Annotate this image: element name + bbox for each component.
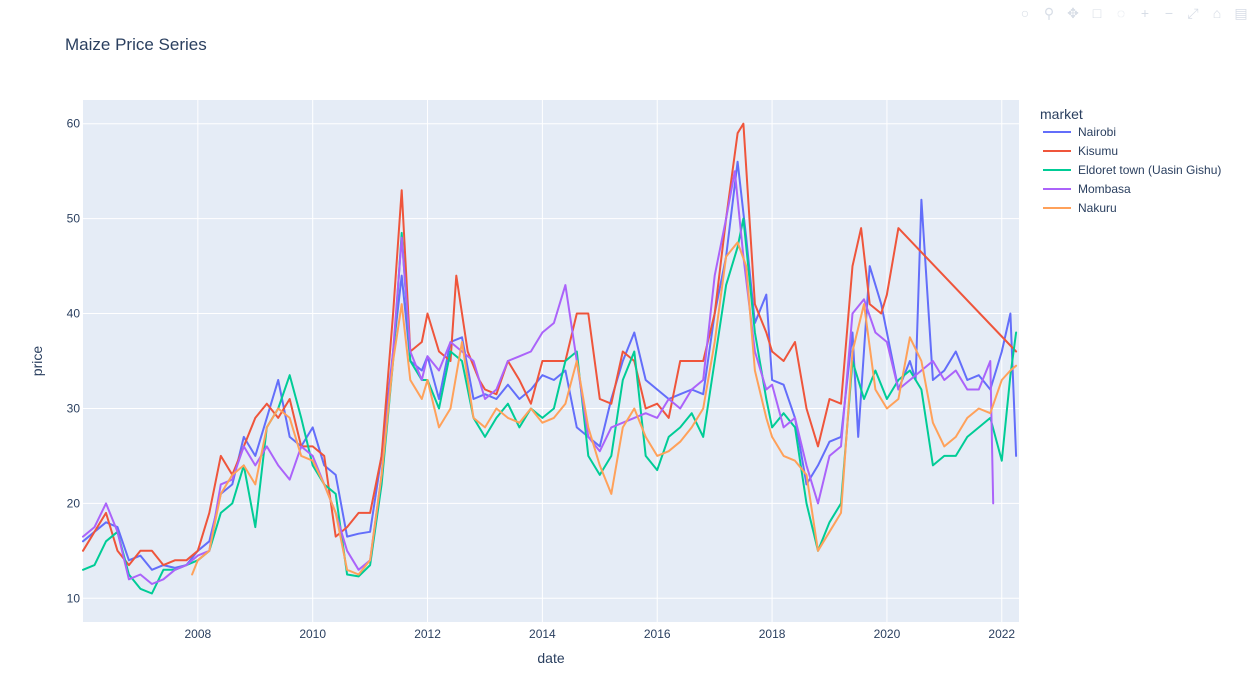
lasso-select-icon[interactable]: ◌ <box>1116 5 1126 21</box>
x-tick-label: 2020 <box>874 627 901 641</box>
legend-label: Mombasa <box>1078 182 1131 196</box>
zoom-out-icon[interactable]: − <box>1164 5 1174 21</box>
legend-label: Eldoret town (Uasin Gishu) <box>1078 163 1221 177</box>
reset-axes-icon[interactable]: ⌂ <box>1212 5 1222 21</box>
x-tick-label: 2008 <box>184 627 211 641</box>
x-axis-title: date <box>537 650 564 666</box>
legend-item[interactable]: Nakuru <box>1043 201 1117 215</box>
zoom-icon[interactable]: ⚲ <box>1043 5 1055 21</box>
legend-item[interactable]: Eldoret town (Uasin Gishu) <box>1043 163 1221 177</box>
series-line-4[interactable] <box>191 241 1018 576</box>
x-tick-label: 2014 <box>529 627 556 641</box>
x-tick-label: 2012 <box>414 627 441 641</box>
pan-icon[interactable]: ✥ <box>1067 5 1079 21</box>
legend[interactable]: market Nairobi Kisumu Eldoret town (Uasin … <box>1040 106 1221 215</box>
y-tick-label: 10 <box>67 591 81 605</box>
autoscale-icon[interactable]: ⤢ <box>1187 5 1199 21</box>
x-tick-label: 2010 <box>299 627 326 641</box>
legend-label: Nairobi <box>1078 125 1116 139</box>
box-select-icon[interactable]: □ <box>1092 5 1102 21</box>
zoom-in-icon[interactable]: + <box>1140 5 1150 21</box>
series-line-0[interactable] <box>82 160 1018 571</box>
gridlines <box>83 100 1019 622</box>
series-line-3[interactable] <box>82 170 995 585</box>
x-tick-label: 2022 <box>988 627 1015 641</box>
modebar[interactable]: ○ ⚲ ✥ □ ◌ + − ⤢ ⌂ ▤ <box>1016 4 1250 22</box>
plotly-logo-icon[interactable]: ▤ <box>1234 5 1248 21</box>
y-axis-title: price <box>29 346 45 377</box>
y-tick-label: 20 <box>67 496 81 510</box>
legend-label: Nakuru <box>1078 201 1117 215</box>
legend-title: market <box>1040 106 1083 122</box>
x-tick-label: 2018 <box>759 627 786 641</box>
y-tick-label: 60 <box>67 117 81 131</box>
y-tick-label: 40 <box>67 307 81 321</box>
series-line-1[interactable] <box>82 122 1018 567</box>
legend-label: Kisumu <box>1078 144 1118 158</box>
legend-item[interactable]: Kisumu <box>1043 144 1118 158</box>
axis-layer: 10 20 30 40 50 60 2008 2010 2012 2014 2016 2018 2020… <box>67 117 1016 641</box>
y-tick-label: 30 <box>67 401 81 415</box>
x-tick-label: 2016 <box>644 627 671 641</box>
y-tick-label: 50 <box>67 212 81 226</box>
camera-icon[interactable]: ○ <box>1020 5 1030 21</box>
legend-item[interactable]: Nairobi <box>1043 125 1116 139</box>
series-layer <box>82 122 1018 595</box>
legend-item[interactable]: Mombasa <box>1043 182 1131 196</box>
chart-title: Maize Price Series <box>65 35 207 54</box>
